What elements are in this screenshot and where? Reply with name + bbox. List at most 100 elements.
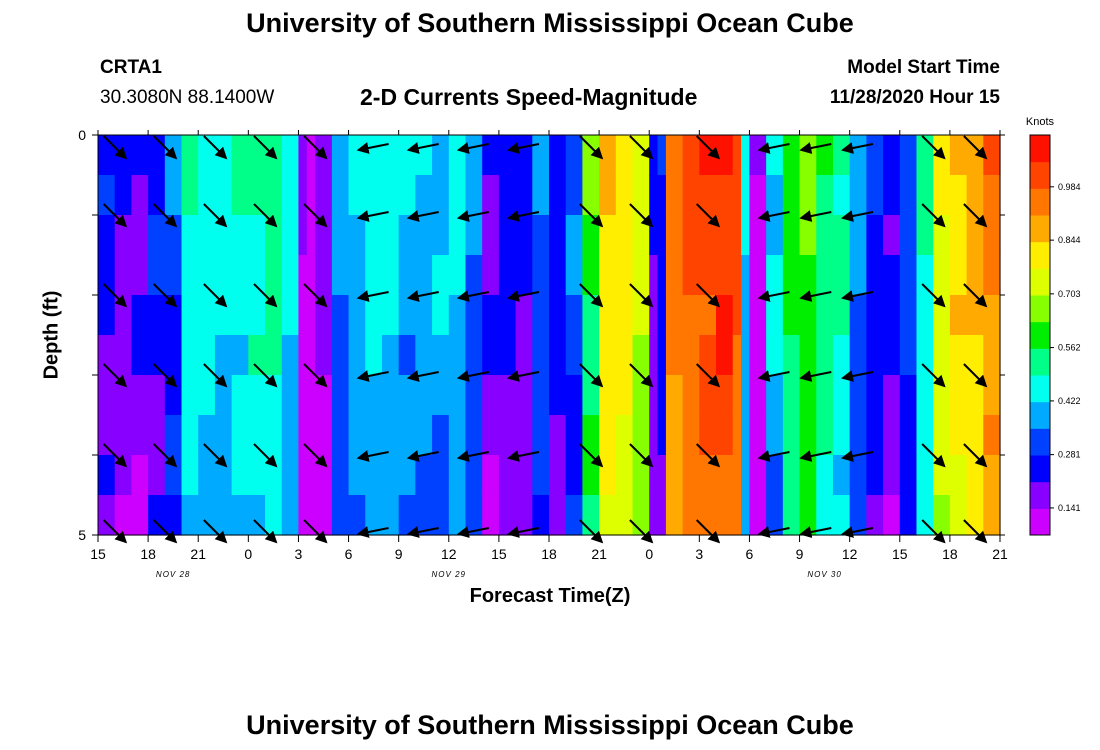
current-vector bbox=[203, 363, 228, 388]
heatmap-cell bbox=[716, 495, 734, 536]
current-vector bbox=[356, 450, 389, 462]
heatmap-cell bbox=[298, 335, 308, 376]
heatmap-cell bbox=[699, 175, 717, 216]
heatmap-cell bbox=[348, 175, 366, 216]
heatmap-cell bbox=[415, 375, 433, 416]
heatmap-cell bbox=[883, 375, 901, 416]
heatmap-cell bbox=[916, 135, 934, 176]
heatmap-cell bbox=[599, 335, 617, 376]
heatmap-cell bbox=[214, 255, 233, 296]
heatmap-cell bbox=[398, 335, 416, 376]
heatmap-cell bbox=[916, 295, 934, 336]
heatmap-cell bbox=[883, 295, 901, 336]
colorbar-tick-label: 0.281 bbox=[1058, 450, 1081, 460]
heatmap-cell bbox=[716, 255, 734, 296]
heatmap-cell bbox=[131, 295, 149, 336]
heatmap-cell bbox=[599, 455, 617, 496]
heatmap-cell bbox=[465, 255, 483, 296]
heatmap-cell bbox=[933, 215, 951, 256]
heatmap-cell bbox=[615, 215, 634, 256]
heatmap-cell bbox=[615, 135, 634, 176]
heatmap-cell bbox=[549, 255, 567, 296]
current-vector bbox=[406, 370, 439, 382]
heatmap-cell bbox=[732, 295, 742, 336]
heatmap-cell bbox=[148, 255, 166, 296]
heatmap-cell bbox=[766, 255, 784, 296]
heatmap-cell bbox=[933, 335, 951, 376]
heatmap-cell bbox=[198, 335, 216, 376]
heatmap-cell bbox=[749, 135, 767, 176]
heatmap-cell bbox=[398, 175, 416, 216]
current-vector bbox=[253, 203, 278, 228]
current-vector bbox=[629, 135, 654, 160]
heatmap-cell bbox=[657, 255, 667, 296]
heatmap-cell bbox=[181, 215, 199, 256]
heatmap-cell bbox=[565, 495, 583, 536]
heatmap-cell bbox=[657, 415, 667, 456]
heatmap-cell bbox=[899, 135, 918, 176]
heatmap-cell bbox=[432, 495, 450, 536]
heatmap-cell bbox=[281, 135, 300, 176]
heatmap-cell bbox=[198, 375, 216, 416]
heatmap-cell bbox=[766, 495, 784, 536]
heatmap-cell bbox=[949, 455, 968, 496]
current-vector bbox=[303, 203, 328, 228]
heatmap-cell bbox=[732, 415, 742, 456]
heatmap-cell bbox=[415, 135, 433, 176]
heatmap-cell bbox=[883, 215, 901, 256]
heatmap-cell bbox=[657, 175, 667, 216]
heatmap-cell bbox=[198, 135, 216, 176]
heatmap-cell bbox=[649, 375, 659, 416]
heatmap-cell bbox=[716, 415, 734, 456]
heatmap-cell bbox=[198, 175, 216, 216]
heatmap-cell bbox=[782, 295, 801, 336]
heatmap-cell bbox=[265, 455, 283, 496]
current-vector bbox=[963, 363, 988, 388]
heatmap-cell bbox=[98, 175, 116, 216]
heatmap-cell bbox=[298, 375, 308, 416]
heatmap-cell bbox=[298, 295, 308, 336]
heatmap-cell bbox=[799, 215, 817, 256]
heatmap-cell bbox=[565, 295, 583, 336]
heatmap-cell bbox=[114, 375, 132, 416]
heatmap-cell bbox=[248, 375, 266, 416]
heatmap-cell bbox=[766, 415, 784, 456]
y-tick-label: 5 bbox=[78, 527, 86, 543]
heatmap-cell bbox=[899, 295, 918, 336]
current-vector bbox=[303, 519, 328, 544]
heatmap-cell bbox=[549, 375, 567, 416]
heatmap-cell bbox=[565, 455, 583, 496]
heatmap-cell bbox=[949, 415, 968, 456]
heatmap-cell bbox=[465, 215, 483, 256]
heatmap-cell bbox=[883, 335, 901, 376]
heatmap-cell bbox=[281, 175, 300, 216]
heatmap-cell bbox=[231, 175, 249, 216]
heatmap-cell bbox=[866, 135, 884, 176]
heatmap-cell bbox=[766, 135, 784, 176]
heatmap-cell bbox=[732, 255, 742, 296]
heatmap-cell bbox=[949, 335, 968, 376]
heatmap-cell bbox=[306, 455, 316, 496]
heatmap-cell bbox=[231, 295, 249, 336]
heatmap-cell bbox=[214, 415, 233, 456]
heatmap-cell bbox=[331, 415, 350, 456]
current-vector bbox=[579, 443, 604, 468]
current-vector bbox=[841, 526, 874, 538]
current-vector bbox=[456, 370, 489, 382]
heatmap-cell bbox=[448, 135, 467, 176]
colorbar-segment bbox=[1030, 481, 1050, 509]
heatmap-cell bbox=[665, 455, 684, 496]
heatmap-cell bbox=[741, 335, 751, 376]
heatmap-cell bbox=[231, 455, 249, 496]
current-vector bbox=[253, 283, 278, 308]
heatmap-cell bbox=[131, 135, 149, 176]
heatmap-cell bbox=[415, 495, 433, 536]
heatmap-cell bbox=[649, 175, 659, 216]
heatmap-cell bbox=[816, 175, 834, 216]
current-vector bbox=[203, 443, 228, 468]
heatmap-cell bbox=[98, 415, 116, 456]
heatmap-cell bbox=[949, 135, 968, 176]
heatmap-cell bbox=[582, 175, 600, 216]
heatmap-cell bbox=[599, 135, 617, 176]
heatmap-cell bbox=[398, 215, 416, 256]
